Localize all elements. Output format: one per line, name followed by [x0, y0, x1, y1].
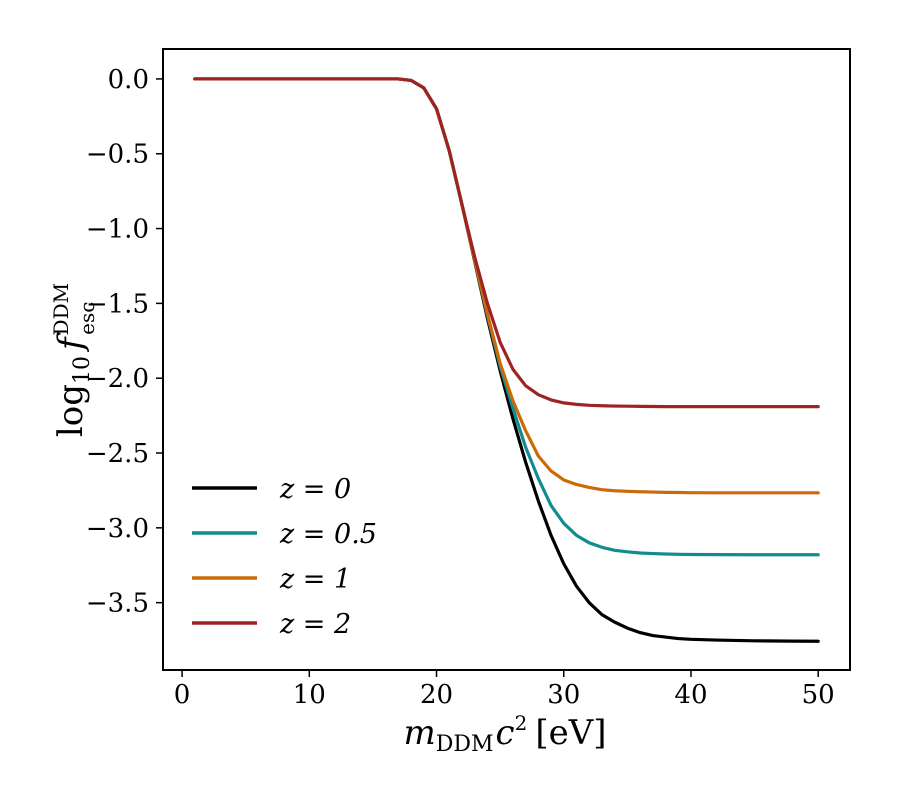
x-axis-title: mDDMc2 [eV] [403, 711, 606, 757]
x-tick-label: 30 [547, 680, 580, 710]
plot-frame [162, 48, 851, 671]
y-tick-label: −2.0 [86, 364, 149, 394]
y-tick-label: −1.5 [86, 289, 149, 319]
x-tick-label: 10 [293, 680, 326, 710]
legend: z = 0 z = 0.5 z = 1 z = 2 [192, 474, 377, 640]
legend-label-2: z = 1 [279, 564, 351, 595]
x-axis: 0 10 20 30 40 50 [174, 670, 835, 710]
y-axis: 0.0 −0.5 −1.0 −1.5 −2.0 −2.5 −3.0 −3.5 [86, 65, 163, 619]
x-tick-label: 40 [674, 680, 707, 710]
y-tick-label: −1.0 [86, 215, 149, 245]
y-tick-label: −0.5 [86, 140, 149, 170]
x-tick-label: 20 [420, 680, 453, 710]
legend-label-1: z = 0.5 [279, 519, 377, 550]
series-line-3 [193, 77, 820, 409]
x-tick-label: 0 [174, 680, 191, 710]
series-layer [193, 77, 820, 643]
y-tick-label: −3.5 [86, 589, 149, 619]
y-tick-label: −2.5 [86, 439, 149, 469]
legend-label-0: z = 0 [279, 474, 351, 505]
legend-label-3: z = 2 [279, 609, 351, 640]
x-tick-label: 50 [802, 680, 835, 710]
y-tick-label: 0.0 [108, 65, 149, 95]
y-axis-title: log10fDDM esc [49, 283, 99, 437]
y-tick-label: −3.0 [86, 514, 149, 544]
